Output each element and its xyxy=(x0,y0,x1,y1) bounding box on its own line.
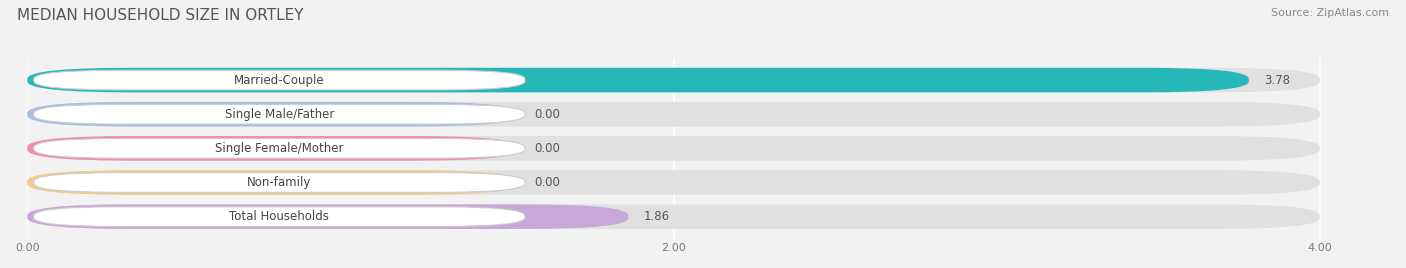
Text: 0.00: 0.00 xyxy=(534,142,560,155)
Text: MEDIAN HOUSEHOLD SIZE IN ORTLEY: MEDIAN HOUSEHOLD SIZE IN ORTLEY xyxy=(17,8,304,23)
FancyBboxPatch shape xyxy=(27,102,1320,126)
Text: Non-family: Non-family xyxy=(247,176,312,189)
FancyBboxPatch shape xyxy=(27,204,1320,229)
FancyBboxPatch shape xyxy=(27,170,1320,195)
FancyBboxPatch shape xyxy=(34,139,524,158)
FancyBboxPatch shape xyxy=(27,170,519,195)
FancyBboxPatch shape xyxy=(27,68,1320,92)
Text: 3.78: 3.78 xyxy=(1264,74,1291,87)
FancyBboxPatch shape xyxy=(27,136,519,161)
FancyBboxPatch shape xyxy=(27,204,628,229)
FancyBboxPatch shape xyxy=(34,173,524,192)
Text: 0.00: 0.00 xyxy=(534,176,560,189)
FancyBboxPatch shape xyxy=(27,136,1320,161)
FancyBboxPatch shape xyxy=(34,207,524,226)
Text: Married-Couple: Married-Couple xyxy=(233,74,325,87)
Text: Total Households: Total Households xyxy=(229,210,329,223)
FancyBboxPatch shape xyxy=(27,102,519,126)
FancyBboxPatch shape xyxy=(34,104,524,124)
Text: 1.86: 1.86 xyxy=(644,210,671,223)
FancyBboxPatch shape xyxy=(34,70,524,90)
Text: 0.00: 0.00 xyxy=(534,108,560,121)
FancyBboxPatch shape xyxy=(27,68,1249,92)
Text: Single Male/Father: Single Male/Father xyxy=(225,108,335,121)
Text: Single Female/Mother: Single Female/Mother xyxy=(215,142,343,155)
Text: Source: ZipAtlas.com: Source: ZipAtlas.com xyxy=(1271,8,1389,18)
